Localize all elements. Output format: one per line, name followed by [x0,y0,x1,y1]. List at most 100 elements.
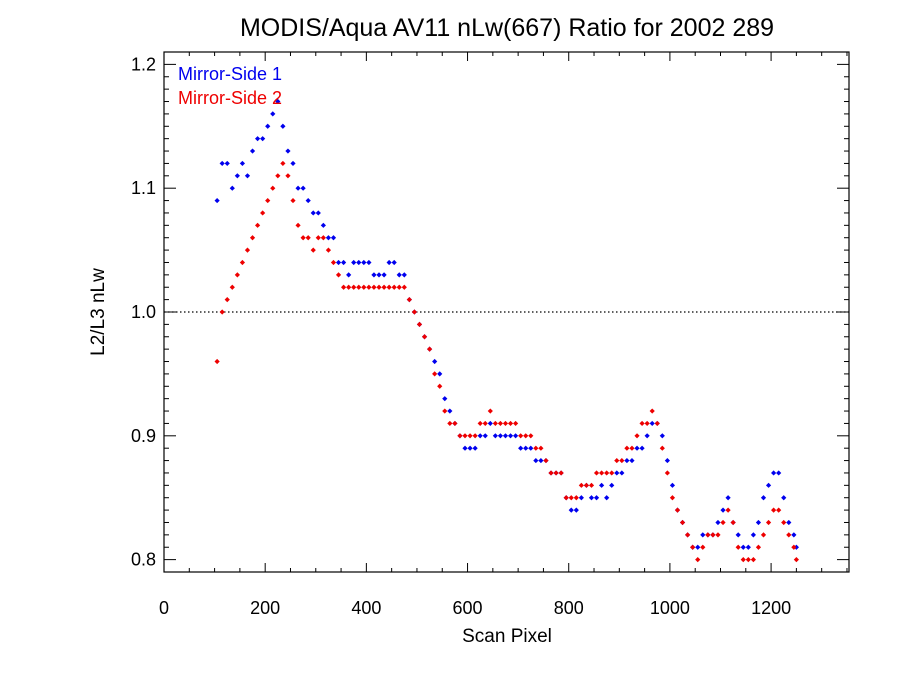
mirror-side-1-point [275,98,281,105]
mirror-side-2-point [285,173,291,179]
mirror-side-2-point [614,457,620,464]
mirror-side-2-point [604,470,610,476]
mirror-side-1-point [234,173,240,179]
mirror-side-2-point [366,284,372,290]
mirror-side-1-point [467,445,473,451]
mirror-side-2-point [462,433,468,439]
mirror-side-2-point [376,284,382,290]
mirror-side-2-point [573,495,579,501]
mirror-side-1-point [523,445,529,451]
mirror-side-2-point [275,173,281,179]
mirror-side-1-point [487,420,493,427]
mirror-side-2-point [568,495,574,501]
mirror-side-2-point [553,470,559,476]
legend-entry-mirror-side-1: Mirror-Side 1 [178,64,282,84]
x-axis-label: Scan Pixel [462,626,552,647]
mirror-side-2-point [793,557,799,563]
mirror-side-1-point [432,358,438,365]
mirror-side-2-point [578,482,584,488]
mirror-side-2-point [639,420,645,427]
mirror-side-2-point [588,482,595,488]
mirror-side-2-point [674,507,681,513]
x-tick-label: 600 [453,598,483,618]
mirror-side-1-point [330,235,337,241]
mirror-side-2-point [629,445,635,451]
mirror-side-2-point [244,247,251,253]
mirror-side-2-point [270,185,276,191]
mirror-side-2-point [786,532,792,538]
y-tick-label: 0.8 [131,550,156,570]
x-tick-label: 200 [250,598,280,618]
mirror-side-1-point [472,445,478,451]
mirror-side-1-point [254,136,261,142]
mirror-side-1-point [538,457,544,464]
y-tick-label: 1.1 [131,178,156,198]
mirror-side-2-point [558,470,564,476]
mirror-side-1-point [260,136,266,142]
y-tick-label: 0.9 [131,426,156,446]
series-mirror-side-1 [214,98,799,550]
mirror-side-1-point [604,495,610,501]
mirror-side-2-point [482,420,488,427]
mirror-side-2-point [305,235,311,241]
mirror-side-2-point [700,544,706,550]
mirror-side-2-point [411,309,418,315]
mirror-side-2-point [533,445,539,451]
mirror-side-2-point [750,557,756,563]
mirror-side-1-point [219,160,225,167]
mirror-side-1-point [518,445,524,451]
mirror-side-1-point [750,532,756,538]
mirror-side-2-point [563,495,569,501]
mirror-side-2-point [396,284,402,290]
mirror-side-1-point [578,495,584,501]
mirror-side-1-point [270,111,276,117]
mirror-side-1-point [644,433,650,439]
mirror-side-2-point [538,445,544,451]
mirror-side-1-point [791,532,797,538]
mirror-side-2-point [710,532,716,538]
mirror-side-1-point [366,259,372,266]
mirror-side-2-point [351,284,357,290]
mirror-side-2-point [720,519,726,526]
mirror-side-2-point [467,433,473,439]
mirror-side-1-point [619,470,625,476]
mirror-side-1-point [765,482,772,488]
mirror-side-1-point [614,470,620,476]
mirror-side-2-point [593,470,600,476]
mirror-side-1-point [340,259,347,266]
mirror-side-1-point [745,544,751,550]
mirror-side-2-point [502,420,509,427]
mirror-side-1-point [285,148,291,154]
mirror-side-2-point [300,235,306,241]
mirror-side-2-point [528,433,534,439]
mirror-side-2-point [518,433,524,439]
mirror-side-2-point [224,297,230,303]
mirror-side-2-point [472,433,478,439]
mirror-side-2-point [361,284,367,290]
mirror-side-1-point [477,433,483,439]
mirror-side-2-point [513,420,519,427]
mirror-side-1-point [513,433,519,439]
mirror-side-1-point [437,371,443,377]
mirror-side-2-point [234,272,240,278]
mirror-side-2-point [523,433,529,439]
mirror-side-2-point [543,457,549,464]
mirror-side-2-point [740,557,746,563]
mirror-side-1-point [244,173,251,179]
mirror-side-1-point [659,433,665,439]
y-axis-label: L2/L3 nLw [88,268,109,356]
mirror-side-2-point [330,259,337,266]
mirror-side-1-point [361,259,367,266]
x-tick-label: 800 [554,598,584,618]
mirror-side-1-point [249,148,256,154]
mirror-side-2-point [659,445,665,451]
mirror-side-2-point [310,247,316,253]
mirror-side-2-point [346,284,352,290]
mirror-side-1-point [391,259,397,266]
mirror-side-2-point [452,420,458,427]
mirror-side-2-point [644,420,650,427]
mirror-side-1-point [239,160,246,167]
mirror-side-2-point [295,222,301,228]
mirror-side-1-point [624,457,630,464]
